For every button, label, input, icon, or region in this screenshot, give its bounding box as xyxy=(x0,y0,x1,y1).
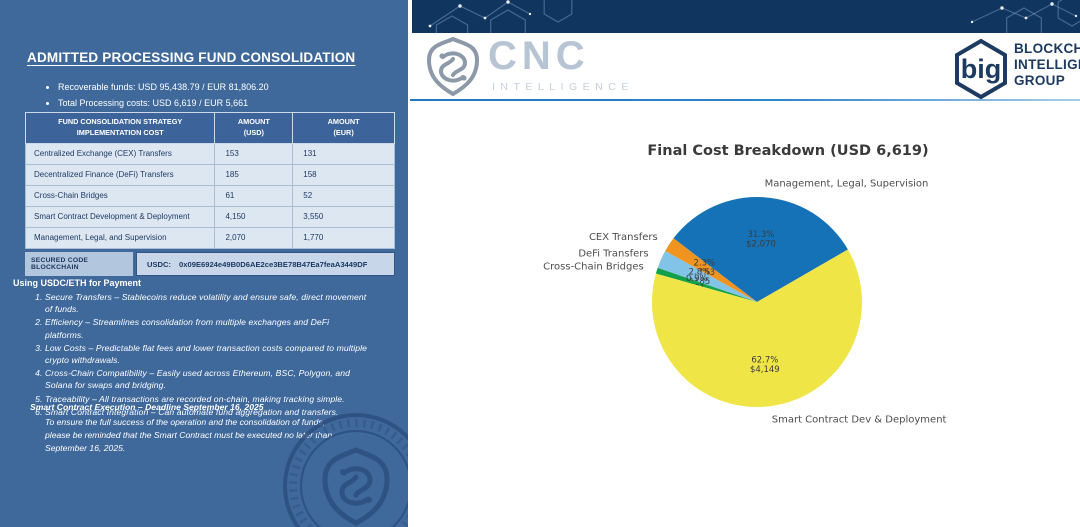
header-divider xyxy=(410,99,1080,101)
pie-chart: 31.3% $2,070 Management, Legal, Supervisio… xyxy=(543,179,947,426)
strategy-cell: Centralized Exchange (CEX) Transfers xyxy=(24,142,216,165)
payment-item: Traceability – All transactions are reco… xyxy=(45,393,368,405)
execution-note-body: To ensure the full success of the operat… xyxy=(45,416,333,453)
cost-table-header: FUND CONSOLIDATION STRATEGY IMPLEMENTATI… xyxy=(24,112,395,144)
header-usd: AMOUNT (USD) xyxy=(214,112,294,144)
bullet-item: Recoverable funds: USD 95,438.79 / EUR 8… xyxy=(58,80,269,96)
big-wordmark: BLOCKCHAIN INTELLIGENCE GROUP xyxy=(1014,41,1080,89)
big-line-1: BLOCKCHAIN xyxy=(1014,41,1080,56)
execution-note-heading: Smart Contract Execution – Deadline Sept… xyxy=(30,402,264,412)
header-eur: AMOUNT (EUR) xyxy=(292,112,395,144)
pie-slice xyxy=(655,267,757,302)
payment-item: Secure Transfers – Stablecoins reduce vo… xyxy=(45,291,368,315)
secured-code-label: SECURED CODE BLOCKCHAIN xyxy=(25,252,133,276)
report-panel: CNC INTELLIGENCE big BLOCKCHAIN INTELLIG… xyxy=(408,0,1080,527)
table-row: Cross-Chain Bridges 61 52 xyxy=(24,184,395,207)
strategy-cell: Cross-Chain Bridges xyxy=(24,184,216,207)
payment-list: Secure Transfers – Stablecoins reduce vo… xyxy=(13,291,368,419)
strategy-cell: Decentralized Finance (DeFi) Transfers xyxy=(24,163,216,186)
cost-table-body: Centralized Exchange (CEX) Transfers 153 1… xyxy=(24,142,395,249)
slice-category-label: Smart Contract Dev & Deployment xyxy=(772,415,947,426)
amount-usd-cell: 61 xyxy=(214,184,294,207)
slice-category-label: CEX Transfers xyxy=(589,232,658,243)
payment-item: Low Costs – Predictable flat fees and lo… xyxy=(45,342,368,366)
amount-usd-cell: 2,070 xyxy=(214,226,294,249)
table-row: Management, Legal, and Supervision 2,070 1… xyxy=(24,226,395,249)
cnc-shield-icon xyxy=(427,37,479,96)
amount-eur-cell: 3,550 xyxy=(292,205,395,228)
document-title: ADMITTED PROCESSING FUND CONSOLIDATION xyxy=(27,50,356,65)
amount-usd-cell: 185 xyxy=(214,163,294,186)
slice-category-label: Management, Legal, Supervision xyxy=(765,179,929,190)
network-pattern-icon xyxy=(428,0,1080,33)
svg-text:big: big xyxy=(961,54,1002,84)
usdc-address-cell: USDC: 0x09E6924e49B0D6AE2ce3BE78B47Ea7fe… xyxy=(136,252,395,276)
execution-note: Smart Contract Execution – Deadline Sept… xyxy=(30,401,335,455)
bullet-item: Total Processing costs: USD 6,619 / EUR … xyxy=(58,96,269,112)
usdc-label: USDC: xyxy=(147,259,172,269)
cnc-subtitle: INTELLIGENCE xyxy=(492,81,634,93)
strategy-cell: Smart Contract Development & Deployment xyxy=(24,205,216,228)
big-line-3: GROUP xyxy=(1014,72,1066,88)
table-row: Decentralized Finance (DeFi) Transfers 18… xyxy=(24,163,395,186)
payment-item: Efficiency – Streamlines consolidation f… xyxy=(45,316,368,340)
amount-eur-cell: 158 xyxy=(292,163,395,186)
usdc-address: 0x09E6924e49B0D6AE2ce3BE78B47Ea7feaA3449… xyxy=(179,259,368,269)
cnc-wordmark: CNC xyxy=(488,34,590,78)
big-line-2: INTELLIGENCE xyxy=(1014,56,1080,72)
pie-slice xyxy=(657,251,757,302)
big-hexagon-icon: big xyxy=(955,38,1007,100)
amount-eur-cell: 52 xyxy=(292,184,395,207)
strategy-cell: Management, Legal, and Supervision xyxy=(24,226,216,249)
amount-eur-cell: 1,770 xyxy=(292,226,395,249)
document-panel: ADMITTED PROCESSING FUND CONSOLIDATION R… xyxy=(0,0,408,527)
header-strategy: FUND CONSOLIDATION STRATEGY IMPLEMENTATI… xyxy=(24,112,216,144)
summary-bullets: Recoverable funds: USD 95,438.79 / EUR 8… xyxy=(58,80,269,112)
table-row: Smart Contract Development & Deployment 4… xyxy=(24,205,395,228)
pie-slice xyxy=(673,197,848,302)
amount-usd-cell: 4,150 xyxy=(214,205,294,228)
payment-heading: Using USDC/ETH for Payment xyxy=(13,278,142,288)
chart-title: Final Cost Breakdown (USD 6,619) xyxy=(647,143,929,159)
cost-table: FUND CONSOLIDATION STRATEGY IMPLEMENTATI… xyxy=(24,112,395,249)
pie-slice xyxy=(651,249,862,408)
slice-category-label: Cross-Chain Bridges xyxy=(543,262,644,273)
amount-eur-cell: 131 xyxy=(292,142,395,165)
slice-value-label: 31.3% $2,070 xyxy=(746,230,776,250)
table-row: Centralized Exchange (CEX) Transfers 153 1… xyxy=(24,142,395,165)
slice-value-label: 2.8% $185 xyxy=(689,267,711,287)
payment-item: Cross-Chain Compatibility – Easily used … xyxy=(45,367,368,391)
slice-value-label: 62.7% $4,149 xyxy=(750,356,780,376)
payment-item: Smart Contract Integration – Can automat… xyxy=(45,406,368,418)
amount-usd-cell: 153 xyxy=(214,142,294,165)
pie-slice xyxy=(665,238,757,302)
cnc-seal-watermark-icon xyxy=(283,413,408,527)
secured-code-row: SECURED CODE BLOCKCHAIN USDC: 0x09E6924e… xyxy=(25,252,395,276)
top-banner xyxy=(412,0,1080,33)
slice-category-label: DeFi Transfers xyxy=(578,249,648,260)
